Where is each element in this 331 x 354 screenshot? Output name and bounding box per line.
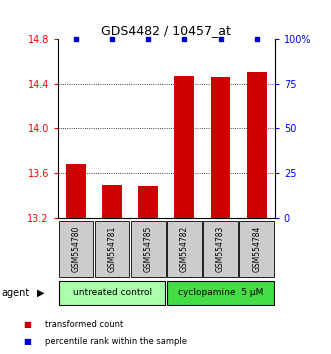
- Bar: [239, 221, 274, 277]
- Text: transformed count: transformed count: [45, 320, 123, 329]
- Text: GDS4482 / 10457_at: GDS4482 / 10457_at: [101, 24, 230, 37]
- Text: agent: agent: [2, 288, 30, 298]
- Bar: [95, 221, 129, 277]
- Bar: [167, 221, 202, 277]
- Bar: [174, 76, 194, 218]
- Text: percentile rank within the sample: percentile rank within the sample: [45, 337, 187, 346]
- Bar: [59, 281, 165, 305]
- Bar: [102, 185, 122, 218]
- Bar: [59, 221, 93, 277]
- Bar: [247, 73, 266, 218]
- Bar: [131, 221, 166, 277]
- Bar: [211, 77, 230, 218]
- Text: GSM554785: GSM554785: [144, 225, 153, 272]
- Text: GSM554780: GSM554780: [71, 225, 80, 272]
- Text: GSM554784: GSM554784: [252, 225, 261, 272]
- Text: ■: ■: [23, 337, 31, 346]
- Text: GSM554783: GSM554783: [216, 225, 225, 272]
- Text: ■: ■: [23, 320, 31, 329]
- Text: ▶: ▶: [37, 288, 45, 298]
- Bar: [138, 187, 158, 218]
- Text: untreated control: untreated control: [72, 289, 152, 297]
- Text: GSM554782: GSM554782: [180, 225, 189, 272]
- Bar: [66, 164, 86, 218]
- Text: cyclopamine  5 μM: cyclopamine 5 μM: [178, 289, 263, 297]
- Text: GSM554781: GSM554781: [108, 225, 117, 272]
- Bar: [203, 221, 238, 277]
- Bar: [167, 281, 274, 305]
